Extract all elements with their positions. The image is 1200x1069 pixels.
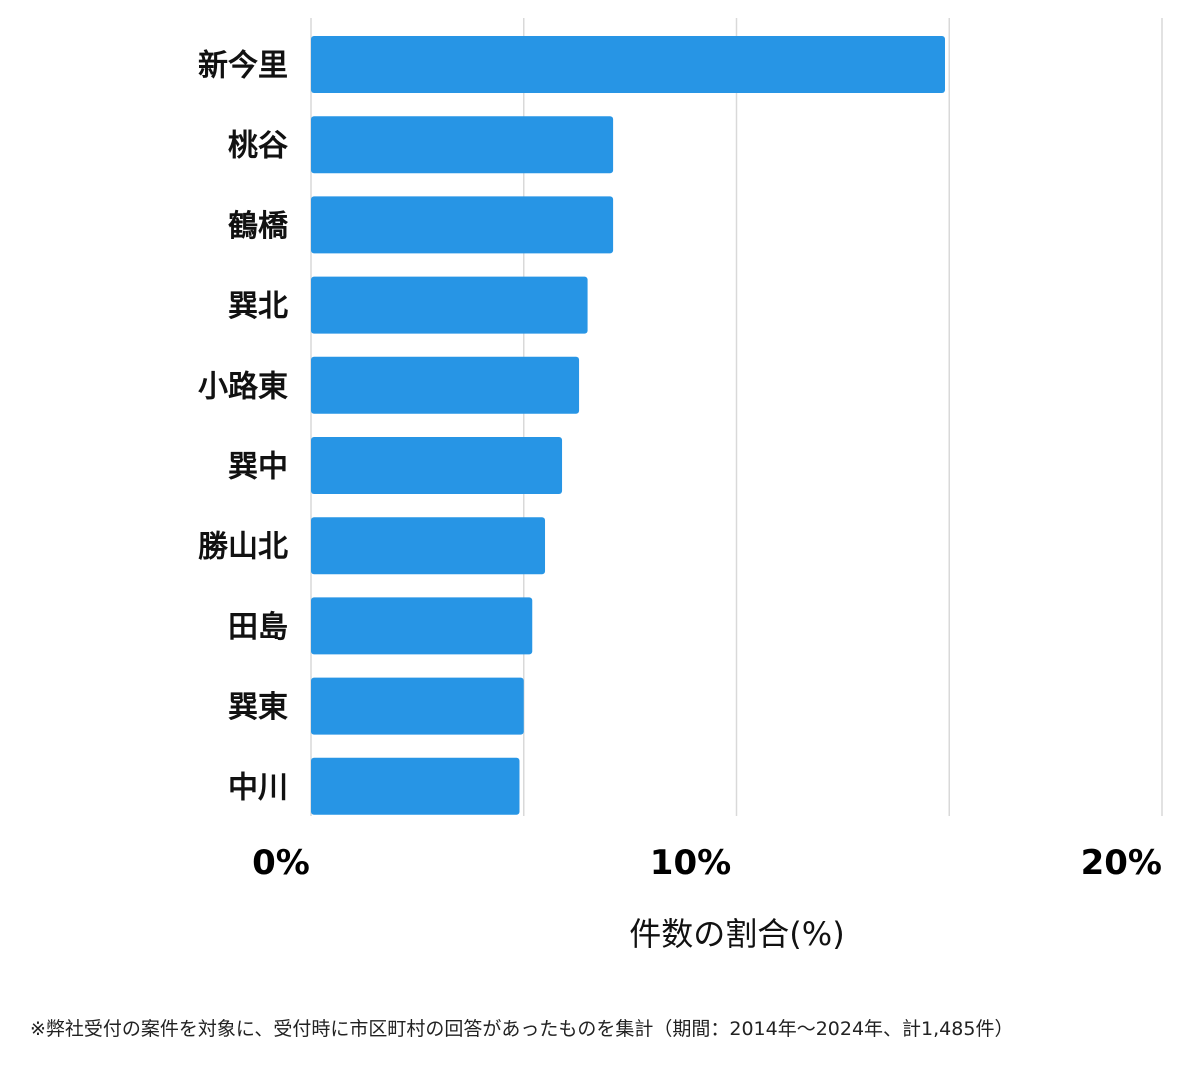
bar — [311, 356, 580, 414]
bar — [311, 276, 588, 334]
category-label: 巽東 — [228, 690, 288, 725]
x-tick-label: 0% — [252, 843, 310, 883]
bar — [311, 597, 533, 655]
x-tick-label: 20% — [1081, 843, 1162, 883]
category-label: 勝山北 — [198, 530, 288, 565]
bar — [311, 677, 524, 735]
bar — [311, 36, 945, 93]
bar — [311, 517, 546, 575]
x-axis-title: 件数の割合(%) — [629, 915, 844, 953]
category-label: 鶴橋 — [228, 209, 289, 244]
category-label: 巽中 — [228, 450, 288, 485]
category-label: 桃谷 — [228, 129, 288, 164]
footnote: ※弊社受付の案件を対象に、受付時に市区町村の回答があったものを集計（期間：201… — [30, 1018, 1014, 1040]
x-tick-labels: 0% 10% 20% — [252, 843, 1162, 883]
bar — [311, 437, 563, 494]
category-label: 中川 — [228, 770, 288, 805]
bar — [311, 757, 520, 815]
bar — [311, 116, 614, 174]
category-label: 巽北 — [228, 289, 288, 324]
category-label: 新今里 — [198, 49, 288, 84]
x-tick-label: 10% — [650, 843, 731, 883]
bars — [311, 36, 945, 815]
category-label: 小路東 — [198, 369, 288, 404]
category-label: 田島 — [228, 610, 288, 645]
bar — [311, 196, 614, 254]
